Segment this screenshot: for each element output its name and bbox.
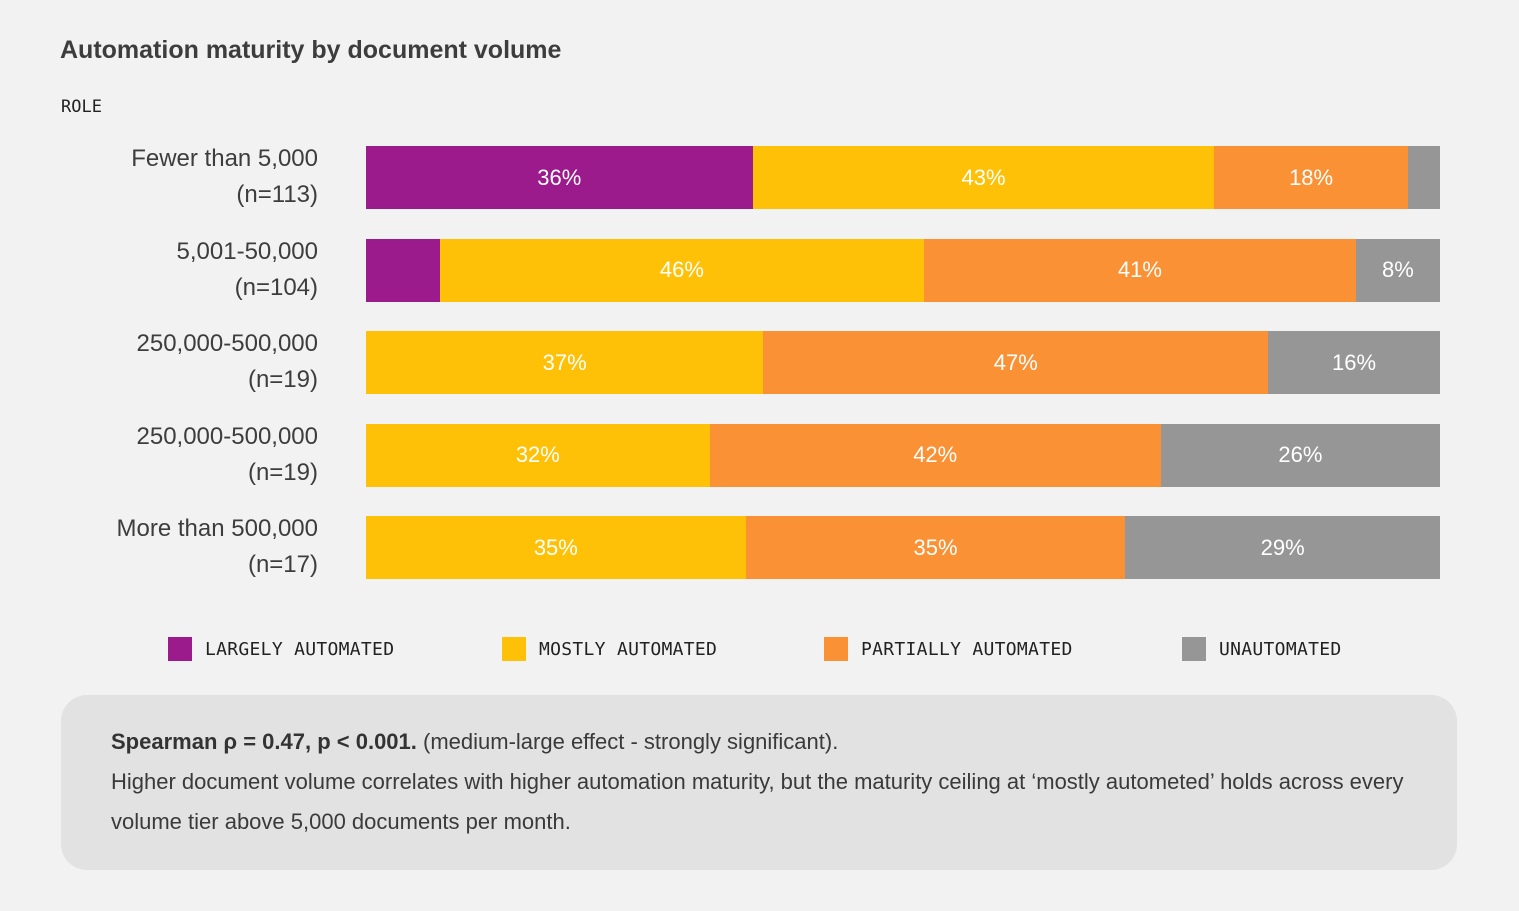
data-label: 41% — [1117, 257, 1162, 282]
stacked-bar: 46% 41% 8% — [366, 238, 1440, 302]
category-label: Fewer than 5,000 (n=113) — [60, 141, 318, 213]
chart-title: Automation maturity by document volume — [60, 36, 562, 64]
legend-swatch — [502, 637, 526, 661]
category-name: 5,001-50,000 — [176, 237, 318, 265]
category-sample-size: (n=17) — [247, 551, 318, 578]
bar-segment: 43% — [752, 146, 1215, 209]
data-label: 35% — [913, 534, 958, 560]
bar-segment: 8% — [1355, 238, 1440, 302]
category-name: 250,000-500,000 — [136, 330, 319, 357]
bar-segment: 32% — [366, 423, 710, 487]
bar-segment: 42% — [709, 423, 1161, 487]
data-label: 46% — [659, 257, 704, 282]
category-label: More than 500,000 (n=17) — [60, 511, 318, 583]
bar-segment: 29% — [1125, 516, 1440, 579]
data-label: 47% — [993, 349, 1038, 375]
data-label: 32% — [515, 442, 560, 467]
legend-item: PARTIALLY AUTOMATED — [824, 637, 1073, 661]
legend-swatch — [1182, 637, 1206, 661]
category-label: 250,000-500,000 (n=19) — [60, 419, 319, 491]
note-line-2: Higher document volume correlates with h… — [111, 769, 1404, 834]
category-sample-size: (n=19) — [247, 366, 318, 393]
note-line-1: Spearman ρ = 0.47, p < 0.001. (medium-la… — [111, 722, 1407, 762]
category-sample-size: (n=19) — [247, 458, 318, 486]
legend-label: LARGELY AUTOMATED — [205, 638, 395, 660]
bar-segment: 41% — [924, 238, 1356, 302]
bar-segment: 37% — [366, 331, 764, 394]
bar-segment: 16% — [1268, 331, 1440, 394]
bar-segment — [1407, 146, 1440, 209]
legend-label: UNAUTOMATED — [1219, 638, 1342, 660]
category-label: 5,001-50,000 (n=104) — [60, 234, 318, 306]
category-name: 250,000-500,000 — [136, 422, 319, 450]
category-name: Fewer than 5,000 — [131, 145, 318, 172]
bar-segment: 47% — [763, 331, 1269, 394]
category-sample-size: (n=104) — [234, 273, 318, 301]
bar-segment: 35% — [366, 516, 746, 579]
bar-segment: 35% — [745, 516, 1126, 579]
legend-label: PARTIALLY AUTOMATED — [861, 638, 1073, 660]
data-label: 35% — [533, 534, 578, 560]
data-label: 18% — [1289, 164, 1334, 190]
bar-segment: 18% — [1214, 146, 1408, 209]
stacked-bar: 32% 42% 26% — [366, 423, 1440, 487]
legend-label: MOSTLY AUTOMATED — [539, 638, 718, 660]
data-label: 43% — [961, 164, 1006, 190]
data-label: 36% — [537, 164, 582, 190]
bar-segment — [366, 238, 440, 302]
bar-segment: 36% — [366, 146, 753, 209]
data-label: 26% — [1278, 442, 1323, 467]
y-axis-heading: ROLE — [61, 97, 102, 117]
statistics-note: Spearman ρ = 0.47, p < 0.001. (medium-la… — [61, 695, 1457, 870]
data-label: 42% — [913, 442, 958, 467]
legend-item: LARGELY AUTOMATED — [168, 637, 394, 661]
data-label: 16% — [1332, 349, 1377, 375]
legend-item: MOSTLY AUTOMATED — [502, 637, 717, 661]
legend: LARGELY AUTOMATED MOSTLY AUTOMATED PARTIAL… — [0, 637, 1519, 663]
legend-swatch — [168, 637, 192, 661]
data-label: 29% — [1260, 534, 1305, 560]
bar-segment: 26% — [1160, 423, 1440, 487]
stacked-bar: 36% 43% 18% — [366, 146, 1440, 209]
category-name: More than 500,000 — [116, 515, 318, 542]
data-label: 37% — [542, 349, 587, 375]
stacked-bar: 35% 35% 29% — [366, 516, 1440, 579]
bar-segment: 46% — [439, 238, 925, 302]
category-label: 250,000-500,000 (n=19) — [60, 326, 319, 398]
data-label: 8% — [1381, 257, 1414, 282]
legend-item: UNAUTOMATED — [1182, 637, 1342, 661]
note-stat: Spearman ρ = 0.47, p < 0.001. — [111, 729, 417, 754]
legend-swatch — [824, 637, 848, 661]
note-effect: (medium-large effect - strongly signific… — [416, 729, 839, 754]
stacked-bar: 37% 47% 16% — [366, 331, 1440, 394]
category-sample-size: (n=113) — [236, 181, 318, 208]
